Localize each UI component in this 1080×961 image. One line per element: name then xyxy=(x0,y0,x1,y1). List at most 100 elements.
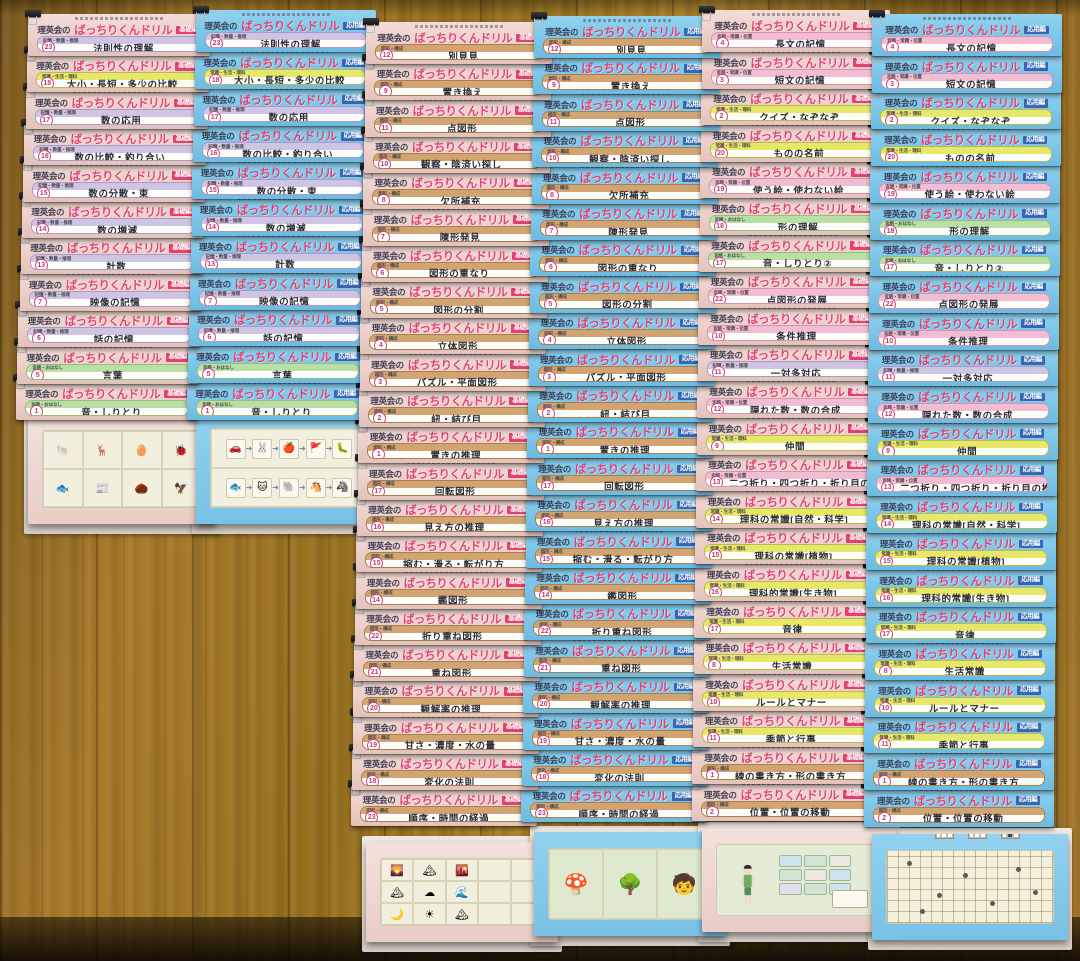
drill-sheet[interactable]: 理英会の ばっちりくんドリル 応用編 常識・生活・理科 20 ものの名前 xyxy=(867,120,1061,167)
illustration-sheet[interactable] xyxy=(702,828,896,932)
drill-sheet[interactable]: 理英会の ばっちりくんドリル 基礎編 常識・生活・理科 20 ものの名前 xyxy=(697,115,889,162)
drill-sheet[interactable]: 理英会の ばっちりくんドリル 応用編 図形・構成 7 陳形発見 xyxy=(528,194,717,240)
drill-sheet[interactable]: 理英会の ばっちりくんドリル 応用編 図形・構成 22 折り重ね図形 xyxy=(521,594,711,641)
drill-sheet[interactable]: 理英会の ばっちりくんドリル 応用編 言語・常識・位置 13 二つ折り・四つ折り・折り目の… xyxy=(864,450,1058,497)
drill-sheet[interactable]: 理英会の ばっちりくんドリル 基礎編 記憶・数量・推理 14 数の増減 xyxy=(19,192,204,238)
drill-sheet[interactable]: 理英会の ばっちりくんドリル 基礎編 常識・生活・理科 2 クイズ・なぞなぞ xyxy=(698,79,889,126)
illustration-sheet[interactable]: 🐚 🦌 🥚 🐞 🐟 📰 🌰 🦅 xyxy=(28,414,216,524)
drill-sheet[interactable]: 理英会の ばっちりくんドリル 応用編 言語・おはなし 17 音・しりとり② xyxy=(866,230,1060,277)
drill-sheet[interactable]: 理英会の ばっちりくんドリル 応用編 常識・生活・理科 16 理科的常識[生き物] xyxy=(863,560,1056,607)
drill-sheet[interactable]: 理英会の ばっちりくんドリル 応用編 記憶・数量・推理 17 数の応用 xyxy=(191,79,375,126)
drill-sheet[interactable]: 理英会の ばっちりくんドリル 基礎編 常識・生活・理科 8 生活常識 xyxy=(690,628,882,675)
drill-sheet[interactable]: 理英会の ばっちりくんドリル 基礎編 図形・構成 12 別見見 xyxy=(363,18,552,64)
drill-sheet[interactable]: 理英会の ばっちりくんドリル 応用編 常識・生活・理科 11 季節と行事 xyxy=(861,707,1055,754)
drill-sheet[interactable]: 理英会の ばっちりくんドリル 基礎編 図形・構成 1 置きの推理 xyxy=(355,417,545,464)
drill-sheet[interactable]: 理英会の ばっちりくんドリル 応用編 図形・構成 17 回転図形 xyxy=(523,448,713,495)
drill-sheet[interactable]: 理英会の ばっちりくんドリル 基礎編 図形・構成 7 陳形発見 xyxy=(359,199,549,246)
drill-sheet[interactable]: 理英会の ばっちりくんドリル 応用編 図形・構成 15 摍む・滑る・転がり方 xyxy=(522,521,712,568)
illustration-sheet[interactable]: 🍄 🌳 🧒 xyxy=(534,832,726,936)
illustration-sheet[interactable] xyxy=(872,834,1068,940)
drill-sheet[interactable]: 理英会の ばっちりくんドリル 応用編 常識・生活・理科 18 大小・長短・多少の比較 xyxy=(192,42,376,89)
drill-sheet[interactable]: 理英会の ばっちりくんドリル 基礎編 記憶・数量・推理 17 数の応用 xyxy=(22,82,208,129)
drill-sheet[interactable]: 理英会の ばっちりくんドリル 応用編 図形・構成 1 線の書き方・形の書き方 xyxy=(861,744,1054,790)
drill-sheet[interactable]: 理英会の ばっちりくんドリル 基礎編 言語・常識・位置 4 長文の記憶 xyxy=(699,6,890,52)
drill-sheet[interactable]: 理英会の ばっちりくんドリル 基礎編 図形・構成 23 順序・時間の経過 xyxy=(348,780,538,827)
drill-sheet[interactable]: 理英会の ばっちりくんドリル 応用編 図形・構成 10 観察・陰済い探し xyxy=(529,121,719,168)
drill-sheet[interactable]: 理英会の ばっちりくんドリル 基礎編 記憶・数量・推理 11 一対多対応 xyxy=(694,335,886,382)
drill-sheet[interactable]: 理英会の ばっちりくんドリル 基礎編 記憶・数量・推理 16 数の比較・釣り合い xyxy=(21,119,207,166)
drill-sheet[interactable]: 理英会の ばっちりくんドリル 応用編 記憶・数量・推理 11 一対多対応 xyxy=(865,340,1059,387)
drill-sheet[interactable]: 理英会の ばっちりくんドリル 応用編 言語・常識・位置 3 短文の記憶 xyxy=(868,46,1062,93)
drill-sheet[interactable]: 理英会の ばっちりくんドリル 応用編 常識・生活・理科 9 仲間 xyxy=(864,413,1058,460)
drill-sheet[interactable]: 理英会の ばっちりくんドリル 応用編 記憶・数量・推理 23 法則性の理解 xyxy=(193,6,376,52)
binder-clip[interactable] xyxy=(363,18,379,34)
drill-sheet[interactable]: 理英会の ばっちりくんドリル 応用編 図形・構成 1 置きの推理 xyxy=(524,412,714,459)
illustration-sheet[interactable]: 🌄 🏔 🌇 🏔 ☁ 🌊 🌙 ☀ 🏔 xyxy=(366,842,558,942)
drill-sheet[interactable]: 理英会の ばっちりくんドリル 基礎編 言語・おはなし 1 音・しりとり xyxy=(13,374,198,420)
drill-sheet[interactable]: 理英会の ばっちりくんドリル 基礎編 図形・構成 20 観解率の推理 xyxy=(350,671,540,718)
drill-sheet[interactable]: 理英会の ばっちりくんドリル 応用編 図形・構成 16 見え方の推理 xyxy=(523,485,713,532)
drill-sheet[interactable]: 理英会の ばっちりくんドリル 応用編 言語・常識・位置 10 条件推理 xyxy=(865,303,1059,350)
drill-sheet[interactable]: 理英会の ばっちりくんドリル 応用編 言語・常識・位置 19 使う絵・使わない絵 xyxy=(867,156,1061,203)
binder-clip[interactable] xyxy=(193,6,209,22)
drill-sheet[interactable]: 理英会の ばっちりくんドリル 基礎編 図形・構成 9 置き換え xyxy=(362,54,552,101)
drill-sheet[interactable]: 理英会の ばっちりくんドリル 基礎編 常識・生活・理科 15 理科の常識[植物] xyxy=(692,518,883,565)
drill-sheet[interactable]: 理英会の ばっちりくんドリル 応用編 記憶・数量・推理 6 話の記憶 xyxy=(185,300,369,347)
drill-sheet[interactable]: 理英会の ばっちりくんドリル 応用編 図形・構成 6 図形の重なり xyxy=(527,230,717,277)
drill-sheet[interactable]: 理英会の ばっちりくんドリル 基礎編 常識・生活・理科 9 仲間 xyxy=(693,408,885,455)
drill-sheet[interactable]: 理英会の ばっちりくんドリル 応用編 図形・構成 2 位置・位置の移動 xyxy=(860,780,1054,827)
drill-sheet[interactable]: 理英会の ばっちりくんドリル 基礎編 言語・常識・位置 19 使う絵・使わない絵 xyxy=(697,152,888,199)
drill-sheet[interactable]: 理英会の ばっちりくんドリル 応用編 言語・常識・位置 12 隠れた数・数の合成 xyxy=(865,377,1058,423)
drill-sheet[interactable]: 理英会の ばっちりくんドリル 応用編 常識・生活・理科 8 生活常識 xyxy=(862,633,1056,680)
drill-sheet[interactable]: 理英会の ばっちりくんドリル 基礎編 図形・構成 6 図形の重なり xyxy=(358,235,548,282)
drill-sheet[interactable]: 理英会の ばっちりくんドリル 応用編 言語・常識・位置 22 点図形の発展 xyxy=(866,266,1060,313)
drill-sheet[interactable]: 理英会の ばっちりくんドリル 基礎編 記憶・数量・推理 23 法則性の理解 xyxy=(25,10,210,56)
drill-sheet[interactable]: 理英会の ばっちりくんドリル 応用編 図形・構成 11 点図形 xyxy=(529,84,719,131)
drill-sheet[interactable]: 理英会の ばっちりくんドリル 基礎編 言語・常識・位置 13 二つ折り・四つ折り・折り目の… xyxy=(693,445,884,492)
drill-sheet[interactable]: 理英会の ばっちりくんドリル 基礎編 言語・おはなし 18 形の理解 xyxy=(696,189,888,235)
drill-sheet[interactable]: 理英会の ばっちりくんドリル 応用編 図形・構成 12 別見見 xyxy=(531,12,720,58)
drill-sheet[interactable]: 理英会の ばっちりくんドリル 基礎編 図形・構成 2 紐・結び目 xyxy=(356,381,545,427)
drill-sheet[interactable]: 理英会の ばっちりくんドリル 応用編 記憶・数量・推理 15 数の分散・束 xyxy=(189,153,373,200)
drill-sheet[interactable]: 理英会の ばっちりくんドリル 基礎編 言語・常識・位置 22 点図形の発展 xyxy=(695,262,887,309)
drill-sheet[interactable]: 理英会の ばっちりくんドリル 基礎編 常識・生活・理科 18 大小・長短・多少の比較 xyxy=(23,46,209,93)
drill-sheet[interactable]: 理英会の ばっちりくんドリル 応用編 常識・生活・理科 14 理科の常識[自然・科学] xyxy=(863,487,1057,534)
drill-sheet[interactable]: 理英会の ばっちりくんドリル 基礎編 言語・常識・位置 12 隠れた数・数の合成 xyxy=(694,372,885,418)
drill-sheet[interactable]: 理英会の ばっちりくんドリル 応用編 図形・構成 3 パズル・平面図形 xyxy=(525,339,715,386)
drill-sheet[interactable]: 理英会の ばっちりくんドリル 基礎編 記憶・数量・推理 6 話の記憶 xyxy=(15,301,201,348)
drill-sheet[interactable]: 理英会の ばっちりくんドリル 基礎編 図形・構成 11 点図形 xyxy=(361,90,551,137)
drill-sheet[interactable]: 理英会の ばっちりくんドリル 基礎編 常識・生活・理科 14 理科の常識[自然・科学] xyxy=(692,481,884,528)
drill-sheet[interactable]: 理英会の ばっちりくんドリル 基礎編 図形・構成 14 鑑図形 xyxy=(352,562,542,609)
drill-sheet[interactable]: 理英会の ばっちりくんドリル 応用編 図形・構成 19 甘さ・濃度・水の量 xyxy=(519,703,709,750)
drill-sheet[interactable]: 理英会の ばっちりくんドリル 基礎編 図形・構成 16 見え方の推理 xyxy=(353,489,543,536)
drill-sheet[interactable]: 理英会の ばっちりくんドリル 基礎編 図形・構成 2 位置・位置の移動 xyxy=(688,774,880,821)
drill-sheet[interactable]: 理英会の ばっちりくんドリル 基礎編 図形・構成 10 観察・陰済い探し xyxy=(360,126,550,173)
drill-sheet[interactable]: 理英会の ばっちりくんドリル 応用編 記憶・数量・推理 16 数の比較・釣り合い xyxy=(190,116,374,163)
drill-sheet[interactable]: 理英会の ばっちりくんドリル 基礎編 常識・生活・理科 17 音律 xyxy=(691,591,882,638)
drill-sheet[interactable]: 理英会の ばっちりくんドリル 基礎編 言語・おはなし 17 音・しりとり② xyxy=(696,225,887,272)
drill-sheet[interactable]: 理英会の ばっちりくんドリル 応用編 図形・構成 20 観解率の推理 xyxy=(520,667,710,714)
drill-sheet[interactable]: 理英会の ばっちりくんドリル 基礎編 記憶・数量・推理 7 映像の記憶 xyxy=(16,264,202,311)
drill-sheet[interactable]: 理英会の ばっちりくんドリル 応用編 図形・構成 14 鑑図形 xyxy=(522,558,711,604)
drill-sheet[interactable]: 理英会の ばっちりくんドリル 応用編 常識・生活・理科 2 クイズ・なぞなぞ xyxy=(868,83,1062,130)
drill-sheet[interactable]: 理英会の ばっちりくんドリル 応用編 常識・生活・理科 15 理科の常識[植物] xyxy=(863,523,1057,570)
drill-sheet[interactable]: 理英会の ばっちりくんドリル 基礎編 図形・構成 21 重ね図形 xyxy=(351,635,541,682)
illustration-sheet[interactable]: 🚗 ➜ 🐰 ➜ 🍎 ➜ 🚩 ➜ 🐛 🐟 ➜ 🐱 ➜ 🐘 ➜ 🐴 ➜ 🦓 xyxy=(196,412,382,524)
drill-sheet[interactable]: 理英会の ばっちりくんドリル 応用編 図形・構成 2 紐・結び目 xyxy=(525,376,714,422)
drill-sheet[interactable]: 理英会の ばっちりくんドリル 基礎編 図形・構成 3 パズル・平面図形 xyxy=(356,344,546,391)
drill-sheet[interactable]: 理英会の ばっちりくんドリル 基礎編 図形・構成 1 線の書き方・形の書き方 xyxy=(689,738,880,784)
drill-sheet[interactable]: 理英会の ばっちりくんドリル 応用編 記憶・数量・推理 14 数の増減 xyxy=(188,190,372,236)
drill-sheet[interactable]: 理英会の ばっちりくんドリル 応用編 図形・構成 5 図形の分割 xyxy=(526,266,716,313)
drill-sheet[interactable]: 理英会の ばっちりくんドリル 応用編 言語・おはなし 5 言葉 xyxy=(184,337,368,384)
drill-sheet[interactable]: 理英会の ばっちりくんドリル 応用編 言語・おはなし 18 形の理解 xyxy=(867,193,1060,240)
drill-sheet[interactable]: 理英会の ばっちりくんドリル 応用編 図形・構成 18 変化の法則 xyxy=(519,740,708,786)
drill-sheet[interactable]: 理英会の ばっちりくんドリル 基礎編 図形・構成 18 変化の法則 xyxy=(349,744,538,790)
drill-sheet[interactable]: 理英会の ばっちりくんドリル 応用編 図形・構成 23 順序・時間の経過 xyxy=(518,776,708,823)
drill-sheet[interactable]: 理英会の ばっちりくんドリル 応用編 言語・常識・位置 4 長文の記憶 xyxy=(869,10,1062,56)
drill-sheet[interactable]: 理英会の ばっちりくんドリル 応用編 常識・生活・理科 10 ルールとマナー xyxy=(861,670,1055,717)
binder-clip[interactable] xyxy=(869,10,885,26)
binder-clip[interactable] xyxy=(699,6,715,22)
drill-sheet[interactable]: 理英会の ばっちりくんドリル 基礎編 常識・生活・理科 10 ルールとマナー xyxy=(690,664,881,711)
drill-sheet[interactable]: 理英会の ばっちりくんドリル 応用編 図形・構成 4 立体図形 xyxy=(526,303,716,350)
binder-clip[interactable] xyxy=(531,12,547,28)
